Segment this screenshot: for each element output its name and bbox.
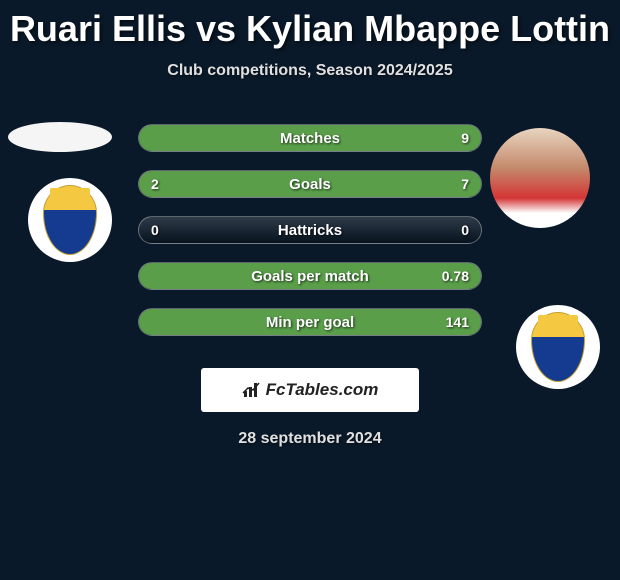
stat-label: Hattricks: [278, 222, 342, 239]
stat-row: Matches 9: [138, 124, 482, 152]
stat-value-left: 0: [151, 222, 159, 238]
stat-value-right: 7: [461, 176, 469, 192]
branding-badge: FcTables.com: [201, 368, 419, 412]
stat-row: Min per goal 141: [138, 308, 482, 336]
stat-label: Matches: [280, 130, 340, 147]
stats-container: Matches 9 2 Goals 7 0 Hattricks 0 Goals per matc…: [138, 110, 482, 336]
player-right-avatar: [490, 128, 590, 228]
stat-fill-right: [214, 171, 481, 197]
crest-icon: [43, 185, 97, 255]
stat-label: Goals per match: [251, 268, 369, 285]
stat-row: Goals per match 0.78: [138, 262, 482, 290]
stat-value-right: 9: [461, 130, 469, 146]
date-text: 28 september 2024: [0, 430, 620, 448]
stat-label: Goals: [289, 176, 331, 193]
player-left-crest: [28, 178, 112, 262]
content-area: Matches 9 2 Goals 7 0 Hattricks 0 Goals per matc…: [0, 110, 620, 448]
stat-row: 2 Goals 7: [138, 170, 482, 198]
page-title: Ruari Ellis vs Kylian Mbappe Lottin: [0, 0, 620, 50]
crest-icon: [531, 312, 585, 382]
chart-icon: [242, 381, 262, 399]
stat-value-right: 141: [446, 314, 469, 330]
stat-value-right: 0: [461, 222, 469, 238]
player-right-crest: [516, 305, 600, 389]
stat-value-right: 0.78: [442, 268, 469, 284]
branding-text: FcTables.com: [266, 380, 379, 400]
stat-label: Min per goal: [266, 314, 354, 331]
player-left-avatar: [8, 122, 112, 152]
stat-value-left: 2: [151, 176, 159, 192]
page-subtitle: Club competitions, Season 2024/2025: [0, 62, 620, 80]
stat-row: 0 Hattricks 0: [138, 216, 482, 244]
